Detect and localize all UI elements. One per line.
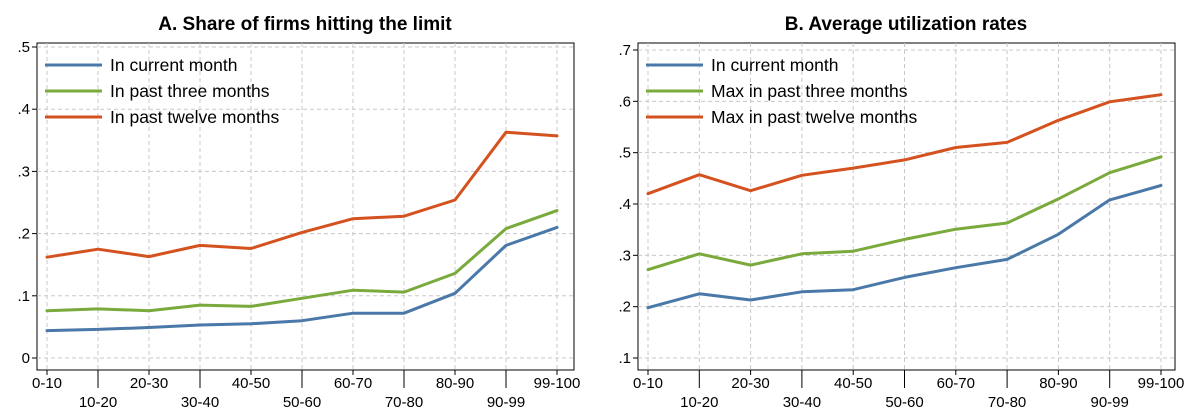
x-tick-label: 90-99: [1091, 394, 1129, 411]
x-tick-label: 70-80: [385, 394, 423, 411]
y-tick-label: .4: [17, 101, 30, 118]
series-line-in-past-twelve-months: [45, 130, 559, 259]
x-tick-label: 99-100: [1138, 375, 1185, 392]
x-tick-label: 99-100: [534, 375, 581, 392]
series-line-max-in-past-three-months: [646, 155, 1163, 272]
plot-frame: [36, 42, 575, 371]
series-line-in-past-three-months: [45, 209, 559, 313]
x-tick-label: 40-50: [834, 375, 872, 392]
y-tick-label: .7: [618, 42, 631, 59]
x-tick-label: 50-60: [885, 394, 923, 411]
x-tick-label: 80-90: [1039, 375, 1077, 392]
legend-label: In past three months: [110, 81, 270, 101]
y-tick-label: .1: [17, 288, 30, 305]
x-tick-label: 60-70: [334, 375, 372, 392]
legend-label: Max in past three months: [711, 81, 908, 101]
y-tick-label: 0: [22, 350, 30, 367]
y-tick-label: .5: [17, 39, 30, 56]
y-tick-label: .3: [17, 163, 30, 180]
series-line-in-current-month: [45, 225, 559, 333]
y-tick-label: .2: [17, 226, 30, 243]
y-tick-label: .3: [618, 247, 631, 264]
y-tick-label: .1: [618, 350, 631, 367]
chart-panel-a: A. Share of firms hitting the limit 0 .1 .2…: [17, 14, 580, 411]
series-line-max-in-past-twelve-months: [646, 93, 1163, 196]
x-tick-label: 30-40: [783, 394, 821, 411]
legend-label: Max in past twelve months: [711, 107, 917, 127]
x-tick-label: 40-50: [232, 375, 270, 392]
x-tick-label: 30-40: [181, 394, 219, 411]
x-tick-label: 60-70: [937, 375, 975, 392]
x-tick-label: 70-80: [988, 394, 1026, 411]
series-line-in-current-month: [646, 184, 1163, 310]
x-tick-label: 90-99: [487, 394, 525, 411]
x-tick-label: 0-10: [633, 375, 663, 392]
legend-label: In current month: [711, 55, 838, 75]
plot-frame: [637, 42, 1176, 371]
legend-label: In past twelve months: [110, 107, 279, 127]
x-tick-label: 20-30: [130, 375, 168, 392]
legend-label: In current month: [110, 55, 237, 75]
x-tick-label: 10-20: [680, 394, 718, 411]
chart-panel-b: B. Average utilization rates .1 .2 .3 .4 .5 .6…: [618, 14, 1184, 411]
x-tick-label: 10-20: [79, 394, 117, 411]
x-tick-label: 50-60: [283, 394, 321, 411]
x-tick-label: 80-90: [436, 375, 474, 392]
chart-title: B. Average utilization rates: [785, 14, 1028, 35]
x-tick-label: 0-10: [32, 375, 62, 392]
y-tick-label: .2: [618, 299, 631, 316]
x-tick-label: 20-30: [731, 375, 769, 392]
y-tick-label: .5: [618, 145, 631, 162]
chart-title: A. Share of firms hitting the limit: [158, 14, 452, 35]
y-tick-label: .4: [618, 196, 631, 213]
y-tick-label: .6: [618, 93, 631, 110]
